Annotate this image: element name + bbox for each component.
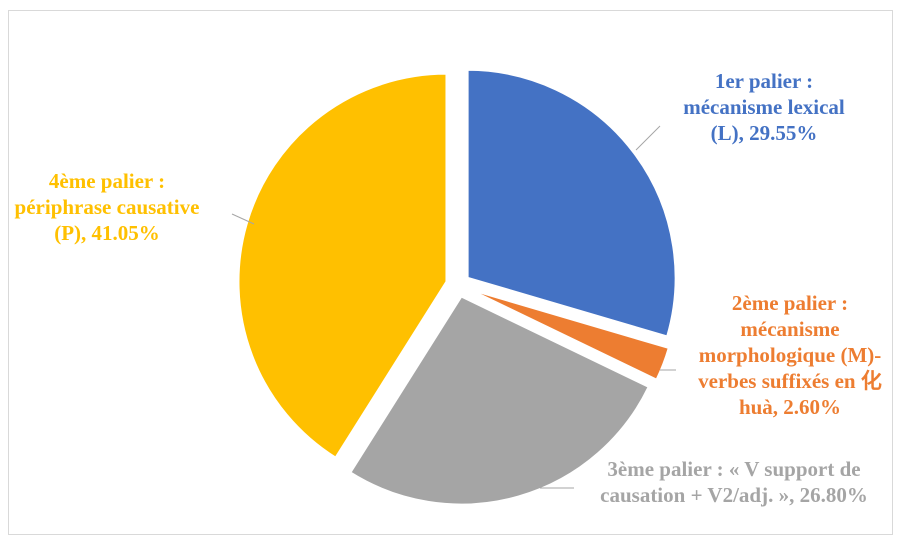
slice-morphologique [468,288,670,381]
label-lexical: 1er palier : mécanisme lexical (L), 29.55% [683,69,845,145]
slice-lexical [466,68,677,338]
label-line: huà, 2.60% [739,395,841,419]
label-line: 4ème palier : [49,169,165,193]
leader-line [231,213,255,225]
leader-line [635,125,661,151]
leader-lines [231,125,676,489]
label-line: (L), 29.55% [711,121,818,145]
label-line: mécanisme lexical [683,95,845,119]
label-line: 2ème palier : [732,291,848,315]
label-line: 3ème palier : « V support de [607,457,860,481]
slice-periphrase [237,72,448,460]
pie-slices [237,68,677,506]
label-line: périphrase causative [15,195,200,219]
label-line: verbes suffixés en 化 [698,369,882,393]
slice-v-support [349,295,651,506]
label-v-support: 3ème palier : « V support de causation + … [600,457,868,507]
data-labels: 1er palier : mécanisme lexical (L), 29.55%… [15,69,882,507]
label-morphologique: 2ème palier : mécanisme morphologique (M)-… [698,291,882,419]
label-line: morphologique (M)- [699,343,882,367]
label-line: mécanisme [740,317,839,341]
label-line: 1er palier : [715,69,813,93]
label-line: causation + V2/adj. », 26.80% [600,483,868,507]
label-periphrase: 4ème palier : périphrase causative (P), 41… [15,169,200,245]
label-line: (P), 41.05% [54,221,160,245]
